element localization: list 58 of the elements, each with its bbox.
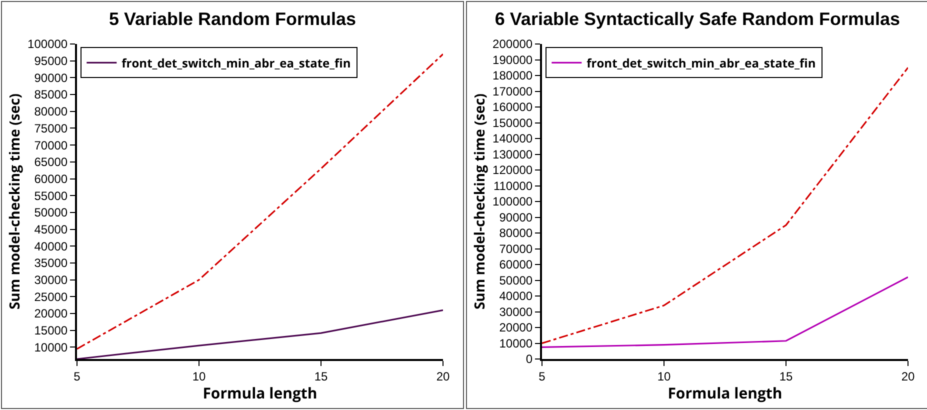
y-tick-label: 100000	[492, 194, 533, 209]
y-tick-label: 10000	[34, 340, 68, 354]
legend-label: front_det_switch_min_abr_ea_state_fin	[586, 54, 816, 72]
chart-title: 6 Variable Syntactically Safe Random Formulas	[494, 8, 900, 29]
x-tick-label: 15	[314, 369, 328, 384]
y-tick-label: 10000	[499, 336, 533, 350]
x-tick-label: 10	[657, 369, 671, 384]
y-tick-label: 85000	[34, 88, 68, 102]
y-tick-label: 130000	[492, 147, 533, 162]
x-tick-label: 5	[538, 369, 546, 384]
y-tick-label: 0	[526, 352, 533, 366]
y-tick-label: 110000	[493, 178, 533, 193]
y-tick-label: 15000	[34, 324, 68, 338]
y-tick-label: 160000	[492, 100, 533, 114]
y-tick-label: 190000	[492, 52, 533, 67]
y-tick-label: 100000	[28, 37, 68, 52]
y-tick-label: 50000	[34, 206, 68, 220]
y-tick-label: 50000	[499, 273, 533, 288]
y-tick-label: 80000	[34, 104, 68, 119]
legend-label: front_det_switch_min_abr_ea_state_fin	[122, 54, 351, 72]
y-tick-label: 20000	[34, 306, 68, 321]
x-tick-label: 5	[74, 369, 81, 384]
y-tick-label: 95000	[34, 54, 68, 68]
y-tick-label: 90000	[499, 210, 533, 224]
y-axis-title: Sum model-checking time (sec)	[470, 93, 490, 310]
y-tick-label: 140000	[492, 132, 533, 146]
y-tick-label: 65000	[34, 155, 68, 170]
y-tick-label: 180000	[492, 68, 533, 83]
y-tick-label: 45000	[34, 222, 68, 236]
y-tick-label: 60000	[499, 258, 533, 272]
y-tick-label: 70000	[34, 138, 68, 152]
line-series	[77, 53, 443, 350]
y-tick-label: 170000	[492, 84, 533, 98]
y-tick-label: 60000	[34, 172, 68, 186]
y-tick-label: 20000	[499, 320, 533, 335]
y-tick-label: 30000	[34, 273, 68, 288]
chart-title: 5 Variable Random Formulas	[108, 8, 356, 29]
x-tick-label: 10	[192, 369, 206, 384]
x-tick-label: 15	[779, 369, 793, 384]
y-axis-title: Sum model-checking time (sec)	[6, 93, 25, 310]
y-tick-label: 150000	[492, 116, 533, 130]
x-axis-title: Formula length	[202, 383, 318, 404]
y-tick-label: 40000	[499, 289, 533, 304]
y-tick-label: 200000	[492, 37, 533, 52]
x-tick-label: 20	[901, 369, 915, 384]
y-tick-label: 120000	[492, 163, 533, 178]
y-tick-label: 55000	[34, 188, 68, 203]
x-axis-title: Formula length	[668, 383, 782, 404]
y-tick-label: 35000	[34, 256, 68, 270]
y-tick-label: 80000	[499, 226, 533, 240]
y-tick-label: 75000	[34, 121, 68, 136]
y-tick-label: 30000	[499, 304, 533, 319]
y-tick-label: 70000	[499, 242, 533, 256]
y-tick-label: 25000	[34, 290, 68, 304]
line-series	[542, 276, 908, 348]
x-tick-label: 20	[436, 369, 450, 384]
y-tick-label: 40000	[34, 239, 68, 254]
y-tick-label: 90000	[34, 70, 68, 85]
